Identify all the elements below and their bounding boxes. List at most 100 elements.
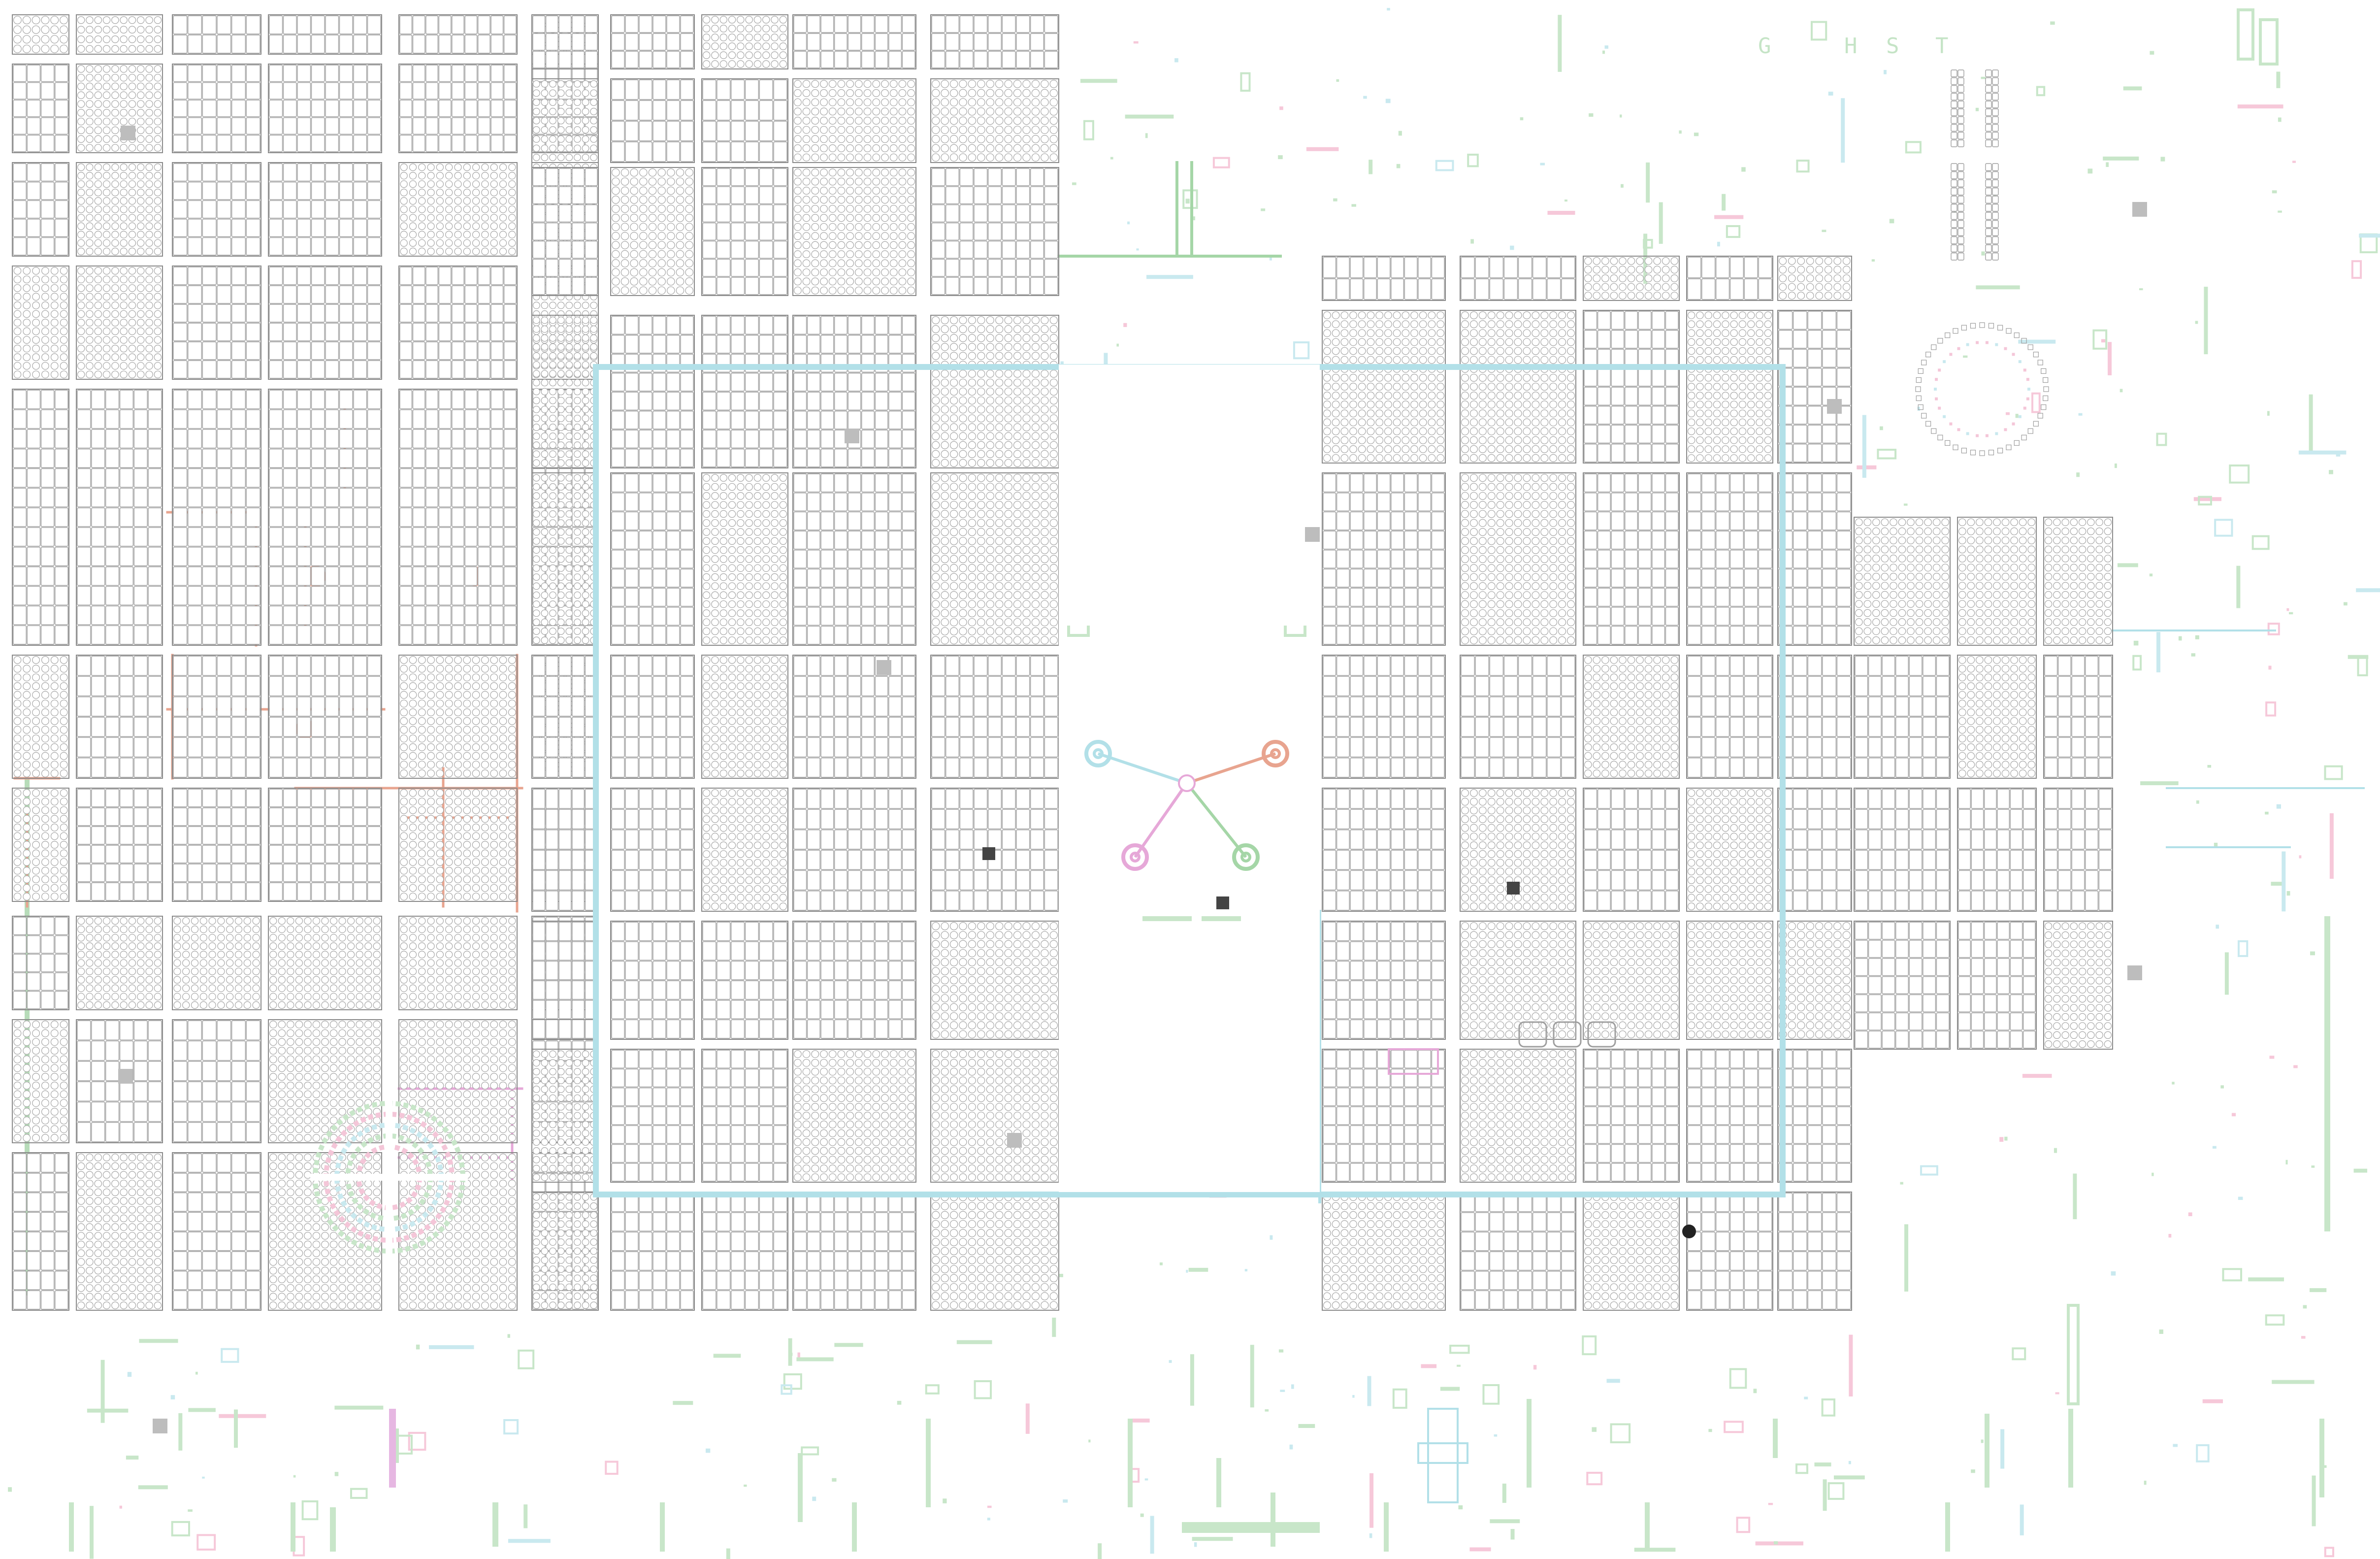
lot	[311, 65, 325, 82]
deco-dot	[1879, 426, 1883, 431]
lot	[217, 845, 231, 863]
deco-dot	[2050, 21, 2055, 25]
lot	[481, 951, 489, 959]
deco-bar	[673, 1401, 693, 1405]
lot	[231, 360, 246, 379]
lot	[425, 586, 439, 606]
lot	[438, 15, 452, 34]
lot	[13, 991, 27, 1009]
lot	[199, 993, 207, 1001]
lot	[94, 73, 102, 82]
lot	[173, 757, 188, 778]
lot	[120, 239, 128, 247]
lot	[86, 16, 94, 24]
lot	[102, 1188, 111, 1196]
lot	[269, 100, 283, 117]
deco-dot	[1396, 164, 1401, 168]
lot	[508, 1134, 516, 1142]
lot	[373, 1240, 381, 1249]
lot	[452, 566, 464, 586]
lot	[436, 984, 444, 992]
lot	[23, 1038, 31, 1046]
deco-dot	[1753, 1389, 1757, 1393]
lot	[339, 826, 353, 845]
lot	[454, 875, 462, 884]
lot	[463, 1081, 471, 1090]
lot	[60, 1125, 68, 1133]
lot	[111, 1240, 119, 1249]
lot	[246, 1081, 261, 1102]
lot	[60, 1081, 68, 1090]
lot	[86, 925, 94, 933]
lot	[187, 200, 202, 219]
deco-box	[2267, 623, 2280, 635]
lot	[23, 275, 31, 284]
lot	[490, 993, 498, 1001]
deco-bar	[100, 1360, 105, 1423]
lot	[464, 65, 478, 82]
lot	[252, 976, 260, 984]
lot	[321, 1064, 329, 1072]
lot	[102, 984, 111, 992]
lot	[297, 882, 311, 901]
lot	[23, 691, 31, 699]
lot	[427, 189, 435, 197]
lot	[490, 769, 498, 778]
deco-tower	[1427, 1408, 1459, 1503]
lot	[111, 934, 119, 942]
lot	[23, 1073, 31, 1081]
lot	[226, 951, 234, 959]
lot	[269, 789, 283, 807]
lot	[128, 45, 136, 53]
lot	[217, 468, 231, 488]
lot	[86, 1223, 94, 1231]
lot	[102, 310, 111, 318]
lot	[347, 1064, 355, 1072]
lot	[269, 757, 283, 778]
lot	[339, 882, 353, 901]
lot	[353, 863, 367, 882]
lot	[202, 468, 217, 488]
lot	[269, 1231, 277, 1240]
lot	[311, 390, 325, 409]
lot	[102, 109, 111, 117]
lot	[94, 1188, 102, 1196]
lot	[77, 231, 85, 238]
lot	[481, 1029, 489, 1037]
lot	[137, 26, 145, 33]
lot	[137, 1240, 145, 1249]
lot	[297, 625, 311, 645]
lot	[86, 91, 94, 100]
lot	[409, 682, 417, 690]
lot	[438, 82, 452, 100]
lot	[60, 1038, 68, 1046]
lot	[325, 341, 339, 360]
lot	[41, 1116, 49, 1125]
lot	[311, 285, 325, 304]
deco-bar	[2202, 1399, 2223, 1403]
lot	[94, 284, 102, 292]
lot	[463, 769, 471, 778]
lot	[364, 942, 372, 950]
lot	[472, 189, 480, 197]
lot	[128, 327, 136, 335]
lot	[60, 1116, 68, 1125]
lot	[77, 26, 85, 33]
lot	[347, 1258, 355, 1266]
lot	[325, 468, 339, 488]
lot	[154, 189, 162, 197]
lot	[367, 737, 381, 758]
lot	[353, 696, 367, 717]
lot	[400, 1020, 408, 1028]
lot	[297, 409, 311, 429]
rotunda-lot	[1970, 450, 1976, 456]
lot	[32, 797, 40, 806]
lot	[454, 1001, 462, 1009]
lot	[286, 1231, 294, 1240]
lot	[409, 1001, 417, 1009]
lot	[32, 336, 40, 344]
lot	[111, 65, 119, 73]
lot	[438, 100, 452, 117]
lot	[297, 757, 311, 778]
